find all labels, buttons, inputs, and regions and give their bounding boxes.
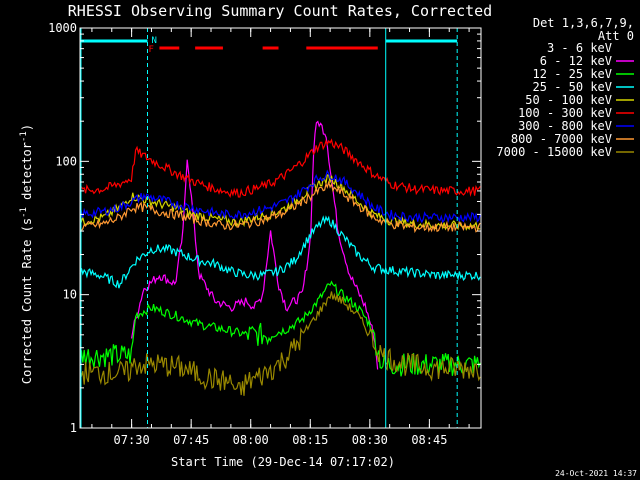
y-tick-label-1: 10 xyxy=(63,288,77,302)
plot-area: NF xyxy=(79,28,481,428)
y-axis-label-main: Corrected Count Rate (s xyxy=(20,218,34,384)
chart-title: RHESSI Observing Summary Count Rates, Co… xyxy=(68,2,492,20)
plot-frame xyxy=(79,27,482,429)
legend-label-3: 25 - 50 keV xyxy=(533,80,612,94)
series-line-2 xyxy=(79,280,481,377)
legend-label-2: 12 - 25 keV xyxy=(533,67,612,81)
y-axis-label-sup1: -1 xyxy=(19,207,29,218)
x-tick-label-4: 08:30 xyxy=(352,433,388,447)
y-tick-label-2: 100 xyxy=(55,154,77,168)
x-tick-label-0: 07:30 xyxy=(114,433,150,447)
x-tick-label-3: 08:15 xyxy=(292,433,328,447)
x-tick-label-2: 08:00 xyxy=(233,433,269,447)
series-line-0 xyxy=(79,223,383,395)
y-axis-label: Corrected Count Rate (s-1 detector-1) xyxy=(19,124,34,384)
legend-label-1: 6 - 12 keV xyxy=(540,54,612,68)
y-axis-label-mid: detector xyxy=(20,142,34,207)
y-tick-label-3: 1000 xyxy=(48,21,77,35)
series-line-3 xyxy=(79,215,481,289)
y-axis-label-end: ) xyxy=(20,124,34,131)
legend-label-5: 100 - 300 keV xyxy=(518,106,612,120)
night-flag-label: N xyxy=(151,36,156,46)
legend-label-7: 800 - 7000 keV xyxy=(511,132,612,146)
series-line-5 xyxy=(79,138,481,198)
legend-label-4: 50 - 100 keV xyxy=(525,93,612,107)
legend-label-0: 3 - 6 keV xyxy=(547,41,612,55)
x-tick-label-5: 08:45 xyxy=(411,433,447,447)
series-line-6 xyxy=(79,169,481,224)
flare-flag-label: F xyxy=(148,45,153,55)
legend-label-6: 300 - 800 keV xyxy=(518,119,612,133)
y-tick-label-0: 1 xyxy=(70,421,77,435)
legend-header-line-1: Det 1,3,6,7,9, xyxy=(533,16,634,30)
y-axis-label-sup2: -1 xyxy=(19,131,29,142)
series-line-1 xyxy=(131,120,379,370)
series-line-7 xyxy=(79,180,481,234)
legend-label-8: 7000 - 15000 keV xyxy=(496,145,612,159)
legend-header-line-2: Att 0 xyxy=(598,29,634,43)
series-line-8 xyxy=(79,291,481,396)
x-axis-label: Start Time (29-Dec-14 07:17:02) xyxy=(171,455,395,469)
x-tick-label-1: 07:45 xyxy=(173,433,209,447)
timestamp: 24-Oct-2021 14:37 xyxy=(555,469,637,478)
